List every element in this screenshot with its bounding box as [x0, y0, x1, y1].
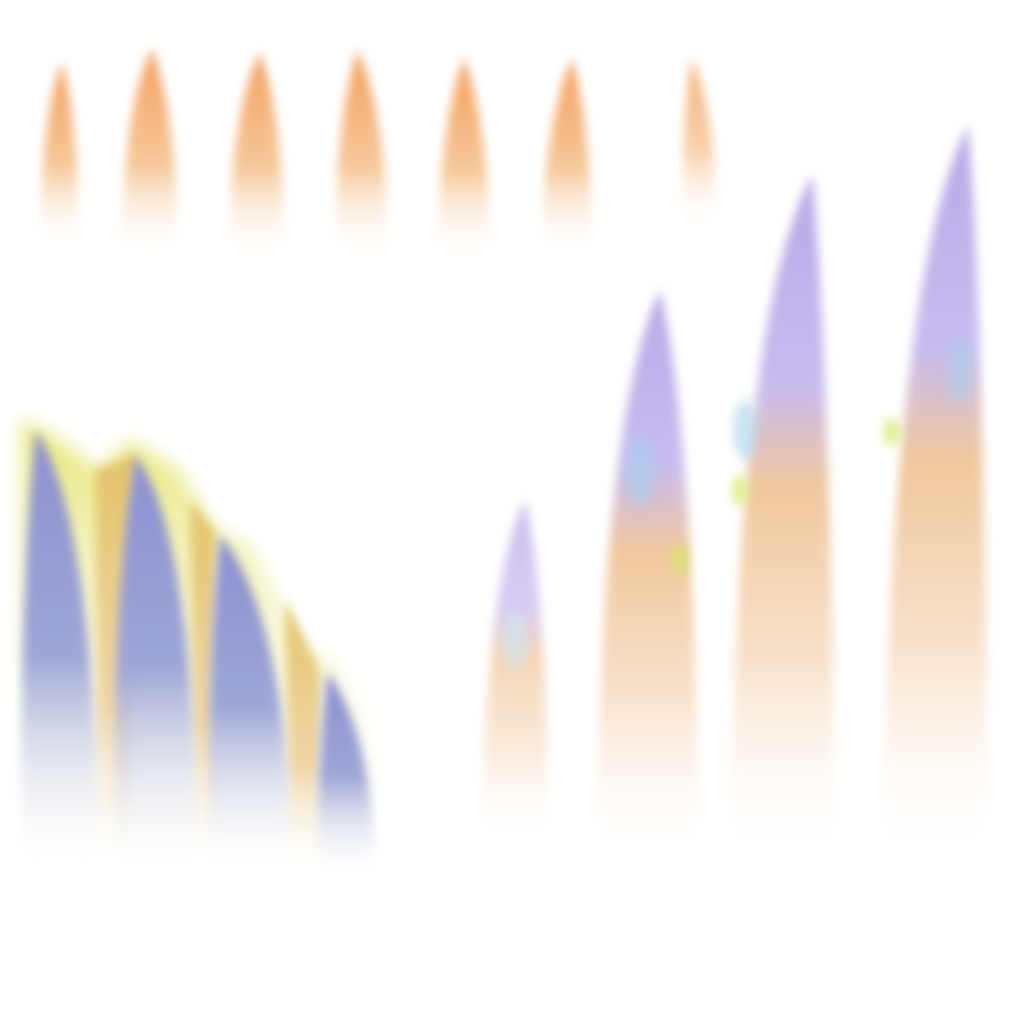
orange-spike: [683, 58, 717, 230]
crystal-spike: [730, 175, 836, 870]
crystal-spike: [482, 500, 548, 850]
blade: [208, 535, 292, 880]
orange-spike: [229, 52, 284, 262]
crystal-highlights: [503, 338, 972, 670]
crystal-spike: [882, 125, 988, 870]
ice-highlight: [948, 338, 972, 402]
blade: [114, 455, 198, 880]
crystal-spike: [596, 290, 700, 870]
stripe: [190, 500, 215, 880]
orange-spike: [438, 58, 490, 262]
purple-blade-cluster: [20, 420, 380, 900]
blade: [21, 430, 100, 880]
crystal-spike-row: [482, 125, 988, 870]
orange-spike: [122, 48, 178, 260]
green-glow-spot: [672, 544, 688, 576]
ice-highlight: [733, 400, 757, 460]
orange-spike: [335, 50, 388, 262]
green-glow-spot: [732, 474, 748, 506]
orange-spike-row: [40, 48, 717, 262]
blade: [317, 672, 375, 880]
stripe: [285, 600, 320, 880]
ice-highlight: [503, 610, 527, 670]
orange-spike: [40, 62, 79, 250]
ice-highlight: [626, 435, 654, 505]
green-glow-spot: [883, 418, 901, 446]
orange-spike: [542, 58, 592, 258]
